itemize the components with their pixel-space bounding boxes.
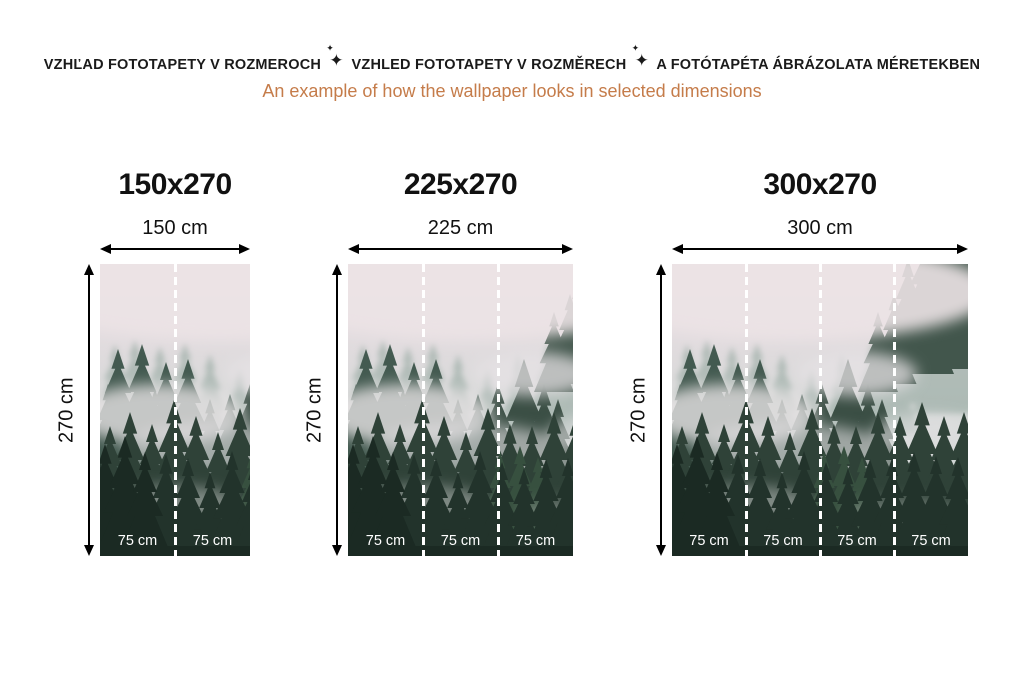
vertical-arrow <box>326 264 348 556</box>
panel-overlay: 75 cm 75 cm 75 cm <box>348 264 573 556</box>
panel: 75 cm <box>894 264 968 556</box>
width-dimension-label: 225 cm <box>427 217 494 239</box>
horizontal-arrow <box>100 242 250 256</box>
header-title: VZHĽAD FOTOTAPETY V ROZMEROCH ✦ ✦ VZHLED … <box>0 43 1024 77</box>
width-dimension-label: 300 cm <box>787 217 853 239</box>
height-dimension-label: 270 cm <box>55 377 78 443</box>
sparkle-icon: ✦ ✦ <box>326 43 344 70</box>
panel: 75 cm <box>100 264 175 556</box>
panel-width-label: 75 cm <box>365 533 406 549</box>
vertical-arrow <box>78 264 100 556</box>
panel-width-label: 75 cm <box>192 533 233 549</box>
panel-width-label: 75 cm <box>689 533 729 549</box>
header-subtitle: An example of how the wallpaper looks in… <box>262 81 762 101</box>
panel: 75 cm <box>746 264 820 556</box>
wallpaper-preview: 75 cm 75 cm 75 cm 75 cm <box>672 264 968 556</box>
width-dimension-label: 150 cm <box>142 217 208 239</box>
panel-overlay: 75 cm 75 cm <box>100 264 250 556</box>
panel: 75 cm <box>348 264 423 556</box>
panel-width-label: 75 cm <box>911 533 951 549</box>
panel: 75 cm <box>820 264 894 556</box>
panel: 75 cm <box>423 264 498 556</box>
sparkle-icon: ✦ ✦ <box>631 43 650 70</box>
height-dimension-label: 270 cm <box>627 377 650 443</box>
wallpaper-preview: 75 cm 75 cm <box>100 264 250 556</box>
panel: 75 cm <box>498 264 573 556</box>
figure-title: 150x270 <box>118 168 232 201</box>
vertical-arrow <box>650 264 672 556</box>
wallpaper-preview: 75 cm 75 cm 75 cm <box>348 264 573 556</box>
panel: 75 cm <box>175 264 250 556</box>
figure-225x270: 225x270 225 cm 270 cm 75 cm 75 cm 75 cm <box>304 168 573 556</box>
panel-width-label: 75 cm <box>515 533 556 549</box>
panel-overlay: 75 cm 75 cm 75 cm 75 cm <box>672 264 968 556</box>
height-dimension-label: 270 cm <box>303 377 326 443</box>
horizontal-arrow <box>348 242 573 256</box>
panel: 75 cm <box>672 264 746 556</box>
header-title-czech: VZHLED FOTOTAPETY V ROZMĚRECH <box>351 57 627 73</box>
header-title-hungarian: A FOTÓTAPÉTA ÁBRÁZOLATA MÉRETEKBEN <box>656 57 981 73</box>
panel-width-label: 75 cm <box>440 533 481 549</box>
header-title-slovak: VZHĽAD FOTOTAPETY V ROZMEROCH <box>43 57 322 73</box>
panel-width-label: 75 cm <box>837 533 877 549</box>
figure-title: 300x270 <box>763 168 877 201</box>
figure-title: 225x270 <box>403 168 518 201</box>
figure-300x270: 300x270 300 cm 270 cm 75 cm 75 cm 75 cm … <box>628 168 968 556</box>
panel-width-label: 75 cm <box>117 533 158 549</box>
figure-150x270: 150x270 150 cm 270 cm 75 cm 75 cm <box>56 168 250 556</box>
horizontal-arrow <box>672 242 968 256</box>
panel-width-label: 75 cm <box>763 533 803 549</box>
